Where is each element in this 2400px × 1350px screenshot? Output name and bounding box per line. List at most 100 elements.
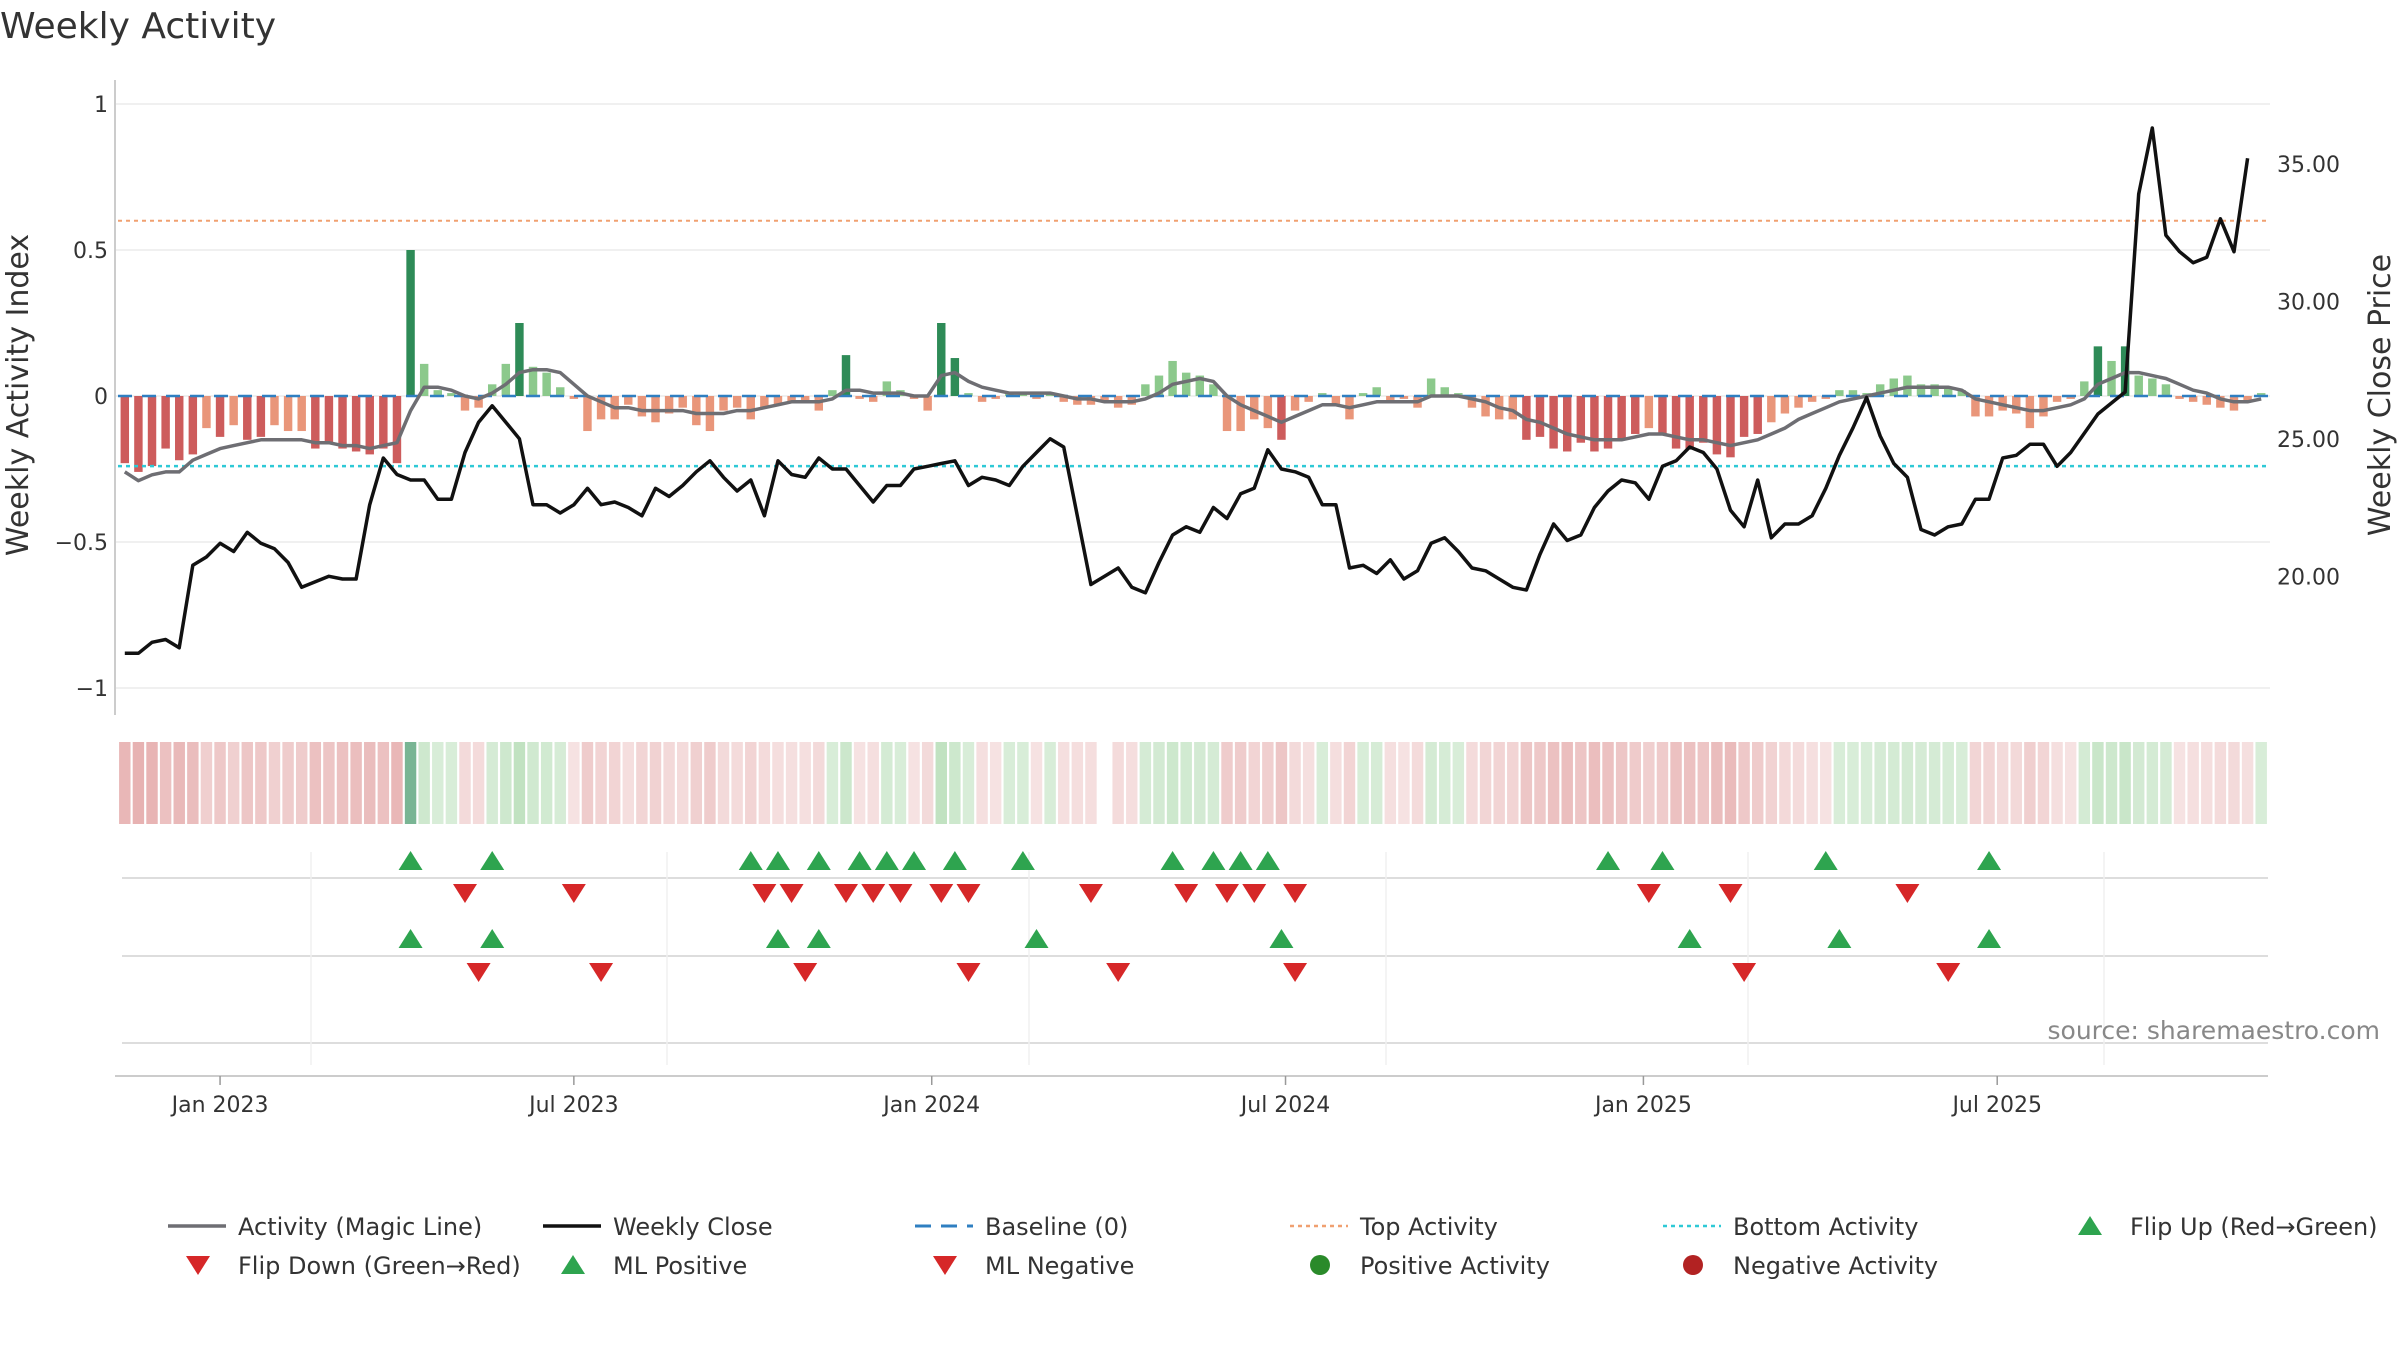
- strip-cell: [690, 742, 703, 824]
- activity-bar: [869, 396, 878, 402]
- legend-label: Baseline (0): [985, 1213, 1128, 1241]
- activity-bar: [1168, 360, 1177, 396]
- strip-cell: [581, 742, 594, 824]
- activity-bar: [1222, 396, 1232, 432]
- activity-bar: [828, 390, 837, 396]
- weekly-close-line: [124, 126, 2250, 656]
- activity-bar: [1467, 396, 1477, 408]
- strip-cell: [2173, 742, 2186, 824]
- activity-bar: [637, 396, 647, 417]
- strip-cell: [772, 742, 784, 824]
- legend-label: ML Positive: [613, 1252, 747, 1280]
- activity-bar: [487, 384, 497, 396]
- strip-cell: [622, 742, 634, 824]
- activity-bar: [1549, 396, 1558, 449]
- x-tick-label: Jul 2023: [527, 1093, 619, 1118]
- strip-cell: [2228, 742, 2240, 824]
- strip-cell: [1520, 742, 1533, 824]
- legend-item: ML Negative: [933, 1252, 1134, 1280]
- strip-cell: [1316, 742, 1328, 824]
- strip-cell: [486, 742, 498, 824]
- legend-swatch: [186, 1256, 210, 1275]
- x-tick-label: Jan 2023: [170, 1093, 269, 1118]
- activity-bar: [977, 396, 987, 402]
- activity-bar: [556, 387, 565, 396]
- strip-cell: [1724, 742, 1737, 824]
- strip-cell: [1126, 742, 1138, 824]
- activity-bar: [2256, 393, 2266, 396]
- activity-bar: [1916, 384, 1926, 396]
- strip-cell: [1915, 742, 1927, 824]
- activity-bar: [664, 396, 674, 414]
- strip-cell: [2201, 742, 2213, 824]
- triangle-down-marker: [1106, 963, 1131, 982]
- strip-cell: [2255, 742, 2267, 824]
- strip-cell: [636, 742, 648, 824]
- triangle-down-marker: [1215, 884, 1240, 903]
- strip-cell: [1479, 742, 1492, 824]
- triangle-down-marker: [752, 884, 777, 903]
- strip-cell: [1398, 742, 1410, 824]
- activity-bar: [1699, 396, 1708, 443]
- activity-bar: [1426, 378, 1436, 396]
- strip-cell: [1370, 742, 1383, 824]
- triangle-up-marker: [902, 851, 927, 870]
- strip-cell: [1302, 742, 1315, 824]
- legend-swatch: [933, 1256, 957, 1275]
- activity-bar: [120, 396, 130, 464]
- activity-bar: [1767, 396, 1776, 423]
- triangle-down-marker: [1936, 963, 1961, 982]
- strip-cell: [1615, 742, 1628, 824]
- activity-bar: [243, 396, 252, 440]
- activity-bar: [1685, 396, 1694, 449]
- activity-bar: [460, 396, 470, 411]
- strip-cell: [1874, 742, 1886, 824]
- strip-cell: [1792, 742, 1805, 824]
- strip-cell: [989, 742, 1002, 824]
- strip-cell: [200, 742, 213, 824]
- triangle-up-marker: [1010, 851, 1035, 870]
- activity-bar: [1957, 390, 1967, 396]
- activity-bar: [175, 396, 184, 461]
- triangle-up-marker: [806, 929, 831, 948]
- activity-bar: [950, 358, 960, 396]
- strip-cell: [1656, 742, 1669, 824]
- activity-bar: [1304, 396, 1313, 402]
- strip-cell: [1452, 742, 1465, 824]
- triangle-up-marker: [738, 851, 763, 870]
- strip-cell: [1547, 742, 1560, 824]
- strip-cell: [1888, 742, 1900, 824]
- activity-bar: [1386, 396, 1395, 402]
- strip-cell: [1493, 742, 1505, 824]
- strip-cell: [1343, 742, 1356, 824]
- left-tick-label: 0.5: [73, 239, 108, 264]
- legend-item: Positive Activity: [1310, 1252, 1550, 1280]
- activity-bar: [882, 381, 892, 396]
- strip-cell: [295, 742, 308, 824]
- activity-bar: [1263, 396, 1273, 429]
- activity-bar: [1603, 396, 1613, 449]
- strip-cell: [2078, 742, 2091, 824]
- legend-label: Flip Down (Green→Red): [238, 1252, 521, 1280]
- strip-cell: [1166, 742, 1179, 824]
- strip-cell: [2119, 742, 2131, 824]
- strip-cell: [418, 742, 430, 824]
- triangle-up-marker: [480, 929, 505, 948]
- activity-bar: [1971, 396, 1980, 417]
- activity-bar: [1181, 372, 1191, 396]
- legend-swatch: [1310, 1255, 1330, 1275]
- triangle-down-marker: [589, 963, 614, 982]
- activity-bar: [1671, 396, 1681, 449]
- x-tick-label: Jan 2024: [881, 1093, 980, 1118]
- strip-cell: [309, 742, 322, 824]
- strip-cell: [404, 742, 417, 824]
- activity-bar: [2066, 396, 2075, 399]
- strip-cell: [677, 742, 689, 824]
- strip-cell: [364, 742, 376, 824]
- right-tick-label: 25.00: [2277, 428, 2340, 453]
- strip-cell: [159, 742, 172, 824]
- triangle-up-marker: [1024, 929, 1049, 948]
- strip-cell: [1752, 742, 1764, 824]
- triangle-up-marker: [1813, 851, 1838, 870]
